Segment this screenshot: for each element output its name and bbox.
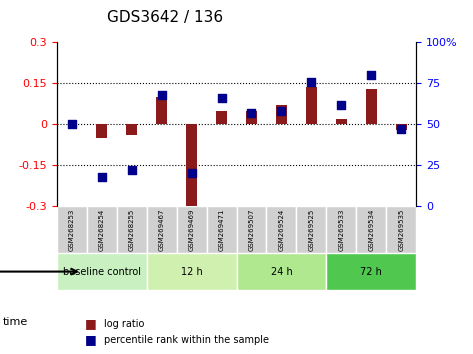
- FancyBboxPatch shape: [57, 253, 147, 290]
- Text: GSM269535: GSM269535: [398, 209, 404, 251]
- Point: [397, 126, 405, 132]
- Bar: [306, 87, 316, 124]
- Point: [368, 72, 375, 78]
- FancyBboxPatch shape: [117, 206, 147, 253]
- Text: GSM269471: GSM269471: [219, 209, 225, 251]
- FancyBboxPatch shape: [297, 206, 326, 253]
- FancyBboxPatch shape: [326, 206, 356, 253]
- Point: [307, 79, 315, 85]
- Bar: [96, 124, 107, 138]
- FancyBboxPatch shape: [207, 206, 236, 253]
- FancyBboxPatch shape: [266, 206, 297, 253]
- Text: 72 h: 72 h: [360, 267, 382, 276]
- Text: log ratio: log ratio: [104, 319, 144, 329]
- FancyBboxPatch shape: [57, 206, 87, 253]
- Text: GSM269507: GSM269507: [248, 209, 254, 251]
- Point: [128, 167, 135, 173]
- Text: percentile rank within the sample: percentile rank within the sample: [104, 335, 269, 345]
- Text: GSM269524: GSM269524: [279, 209, 284, 251]
- FancyBboxPatch shape: [356, 206, 386, 253]
- Text: ■: ■: [85, 318, 97, 330]
- FancyBboxPatch shape: [236, 206, 266, 253]
- Bar: [366, 89, 377, 124]
- Bar: [186, 124, 197, 206]
- FancyBboxPatch shape: [176, 206, 207, 253]
- FancyBboxPatch shape: [236, 253, 326, 290]
- Bar: [216, 111, 227, 124]
- Text: GSM269469: GSM269469: [189, 209, 194, 251]
- Text: GSM269533: GSM269533: [338, 209, 344, 251]
- FancyBboxPatch shape: [326, 253, 416, 290]
- Text: GSM269525: GSM269525: [308, 209, 315, 251]
- Point: [158, 92, 166, 98]
- FancyBboxPatch shape: [386, 206, 416, 253]
- Text: 12 h: 12 h: [181, 267, 202, 276]
- Text: GSM268254: GSM268254: [99, 209, 105, 251]
- Point: [188, 171, 195, 176]
- Bar: [276, 105, 287, 124]
- Text: GSM268255: GSM268255: [129, 209, 135, 251]
- Point: [68, 121, 76, 127]
- Point: [278, 108, 285, 114]
- Text: GDS3642 / 136: GDS3642 / 136: [107, 10, 224, 25]
- Bar: [336, 119, 347, 124]
- Point: [248, 110, 255, 116]
- FancyBboxPatch shape: [147, 253, 236, 290]
- Point: [218, 95, 225, 101]
- FancyBboxPatch shape: [147, 206, 176, 253]
- Text: GSM269467: GSM269467: [158, 209, 165, 251]
- FancyBboxPatch shape: [87, 206, 117, 253]
- Text: GSM269534: GSM269534: [368, 209, 374, 251]
- Text: baseline control: baseline control: [63, 267, 140, 276]
- Text: 24 h: 24 h: [271, 267, 292, 276]
- Text: time: time: [2, 317, 27, 327]
- Point: [338, 102, 345, 108]
- Point: [98, 174, 105, 179]
- Text: GSM268253: GSM268253: [69, 209, 75, 251]
- Text: ■: ■: [85, 333, 97, 346]
- Bar: [126, 124, 137, 135]
- Bar: [396, 124, 406, 130]
- Bar: [157, 97, 167, 124]
- Bar: [246, 111, 257, 124]
